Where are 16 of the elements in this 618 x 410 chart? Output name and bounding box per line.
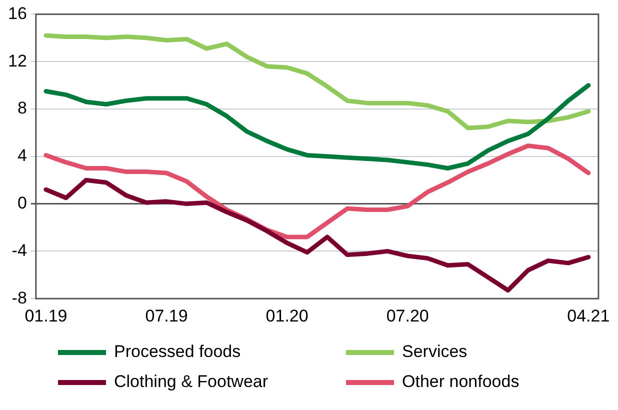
- legend-label: Processed foods: [114, 342, 241, 362]
- x-tick-label: 01.19: [24, 306, 68, 326]
- legend-label: Other nonfoods: [402, 372, 520, 392]
- y-tick-label: -4: [12, 240, 27, 260]
- x-tick-label: 07.19: [145, 306, 188, 326]
- legend-label: Services: [402, 342, 468, 362]
- y-tick-label: 4: [17, 146, 27, 166]
- x-tick-label: 07.20: [386, 306, 429, 326]
- x-tick-label: 01.20: [266, 306, 308, 326]
- y-tick-label: 8: [17, 98, 27, 118]
- y-tick-label: 16: [8, 4, 27, 23]
- legend-label: Clothing & Footwear: [114, 372, 268, 392]
- y-tick-label: -8: [12, 288, 27, 308]
- y-tick-label: 0: [17, 193, 27, 212]
- x-tick-label: 04.21: [567, 306, 610, 326]
- y-tick-label: 12: [8, 51, 27, 70]
